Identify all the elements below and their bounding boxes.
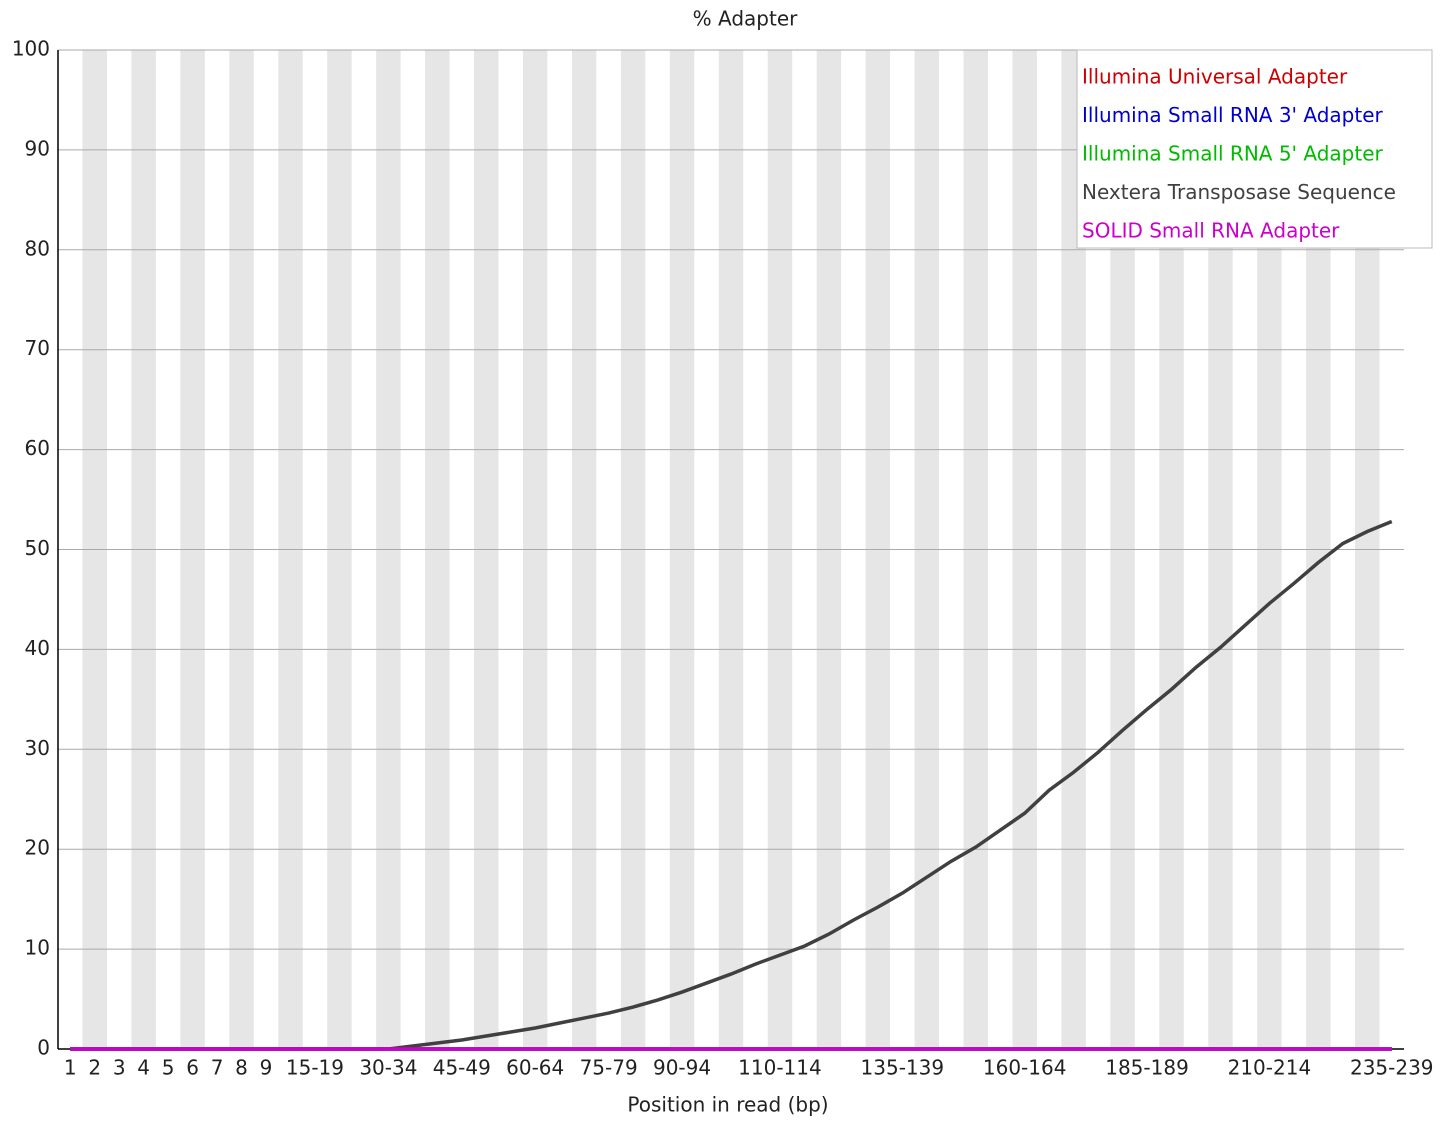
y-tick-label: 80 <box>25 236 50 260</box>
x-tick-label: 5 <box>162 1056 175 1080</box>
x-axis-label: Position in read (bp) <box>627 1093 828 1117</box>
x-tick-label: 45-49 <box>433 1056 491 1080</box>
y-tick-label: 20 <box>25 836 50 860</box>
x-tick-label: 185-189 <box>1105 1056 1189 1080</box>
x-tick-label: 90-94 <box>653 1056 711 1080</box>
x-tick-label: 9 <box>260 1056 273 1080</box>
y-tick-label: 100 <box>12 37 50 61</box>
legend-box <box>1076 49 1433 249</box>
x-tick-label: 7 <box>211 1056 224 1080</box>
legend-entry: Nextera Transposase Sequence <box>1082 180 1396 204</box>
y-tick-label: 50 <box>25 536 50 560</box>
x-tick-label: 15-19 <box>286 1056 344 1080</box>
x-tick-label: 30-34 <box>359 1056 417 1080</box>
legend-entry: SOLID Small RNA Adapter <box>1082 219 1340 243</box>
y-tick-label: 60 <box>25 436 50 460</box>
legend-entry: Illumina Universal Adapter <box>1082 65 1348 89</box>
x-tick-label: 1 <box>64 1056 77 1080</box>
x-tick-label: 210-214 <box>1228 1056 1312 1080</box>
chart-title: % Adapter <box>693 7 798 31</box>
y-tick-label: 70 <box>25 336 50 360</box>
x-tick-label: 6 <box>186 1056 199 1080</box>
x-tick-label: 110-114 <box>738 1056 822 1080</box>
x-tick-label: 75-79 <box>580 1056 638 1080</box>
x-tick-label: 160-164 <box>983 1056 1067 1080</box>
y-tick-label: 90 <box>25 136 50 160</box>
x-tick-label: 8 <box>235 1056 248 1080</box>
x-tick-label: 2 <box>88 1056 101 1080</box>
y-tick-label: 10 <box>25 936 50 960</box>
legend-entry: Illumina Small RNA 5' Adapter <box>1082 142 1384 166</box>
legend-entry: Illumina Small RNA 3' Adapter <box>1082 103 1384 127</box>
x-tick-label: 60-64 <box>506 1056 564 1080</box>
x-tick-label: 135-139 <box>861 1056 945 1080</box>
x-tick-label: 3 <box>113 1056 126 1080</box>
y-tick-label: 0 <box>37 1036 50 1060</box>
x-tick-label: 4 <box>137 1056 150 1080</box>
y-tick-label: 30 <box>25 736 50 760</box>
x-tick-label: 235-239 <box>1350 1056 1434 1080</box>
y-tick-label: 40 <box>25 636 50 660</box>
